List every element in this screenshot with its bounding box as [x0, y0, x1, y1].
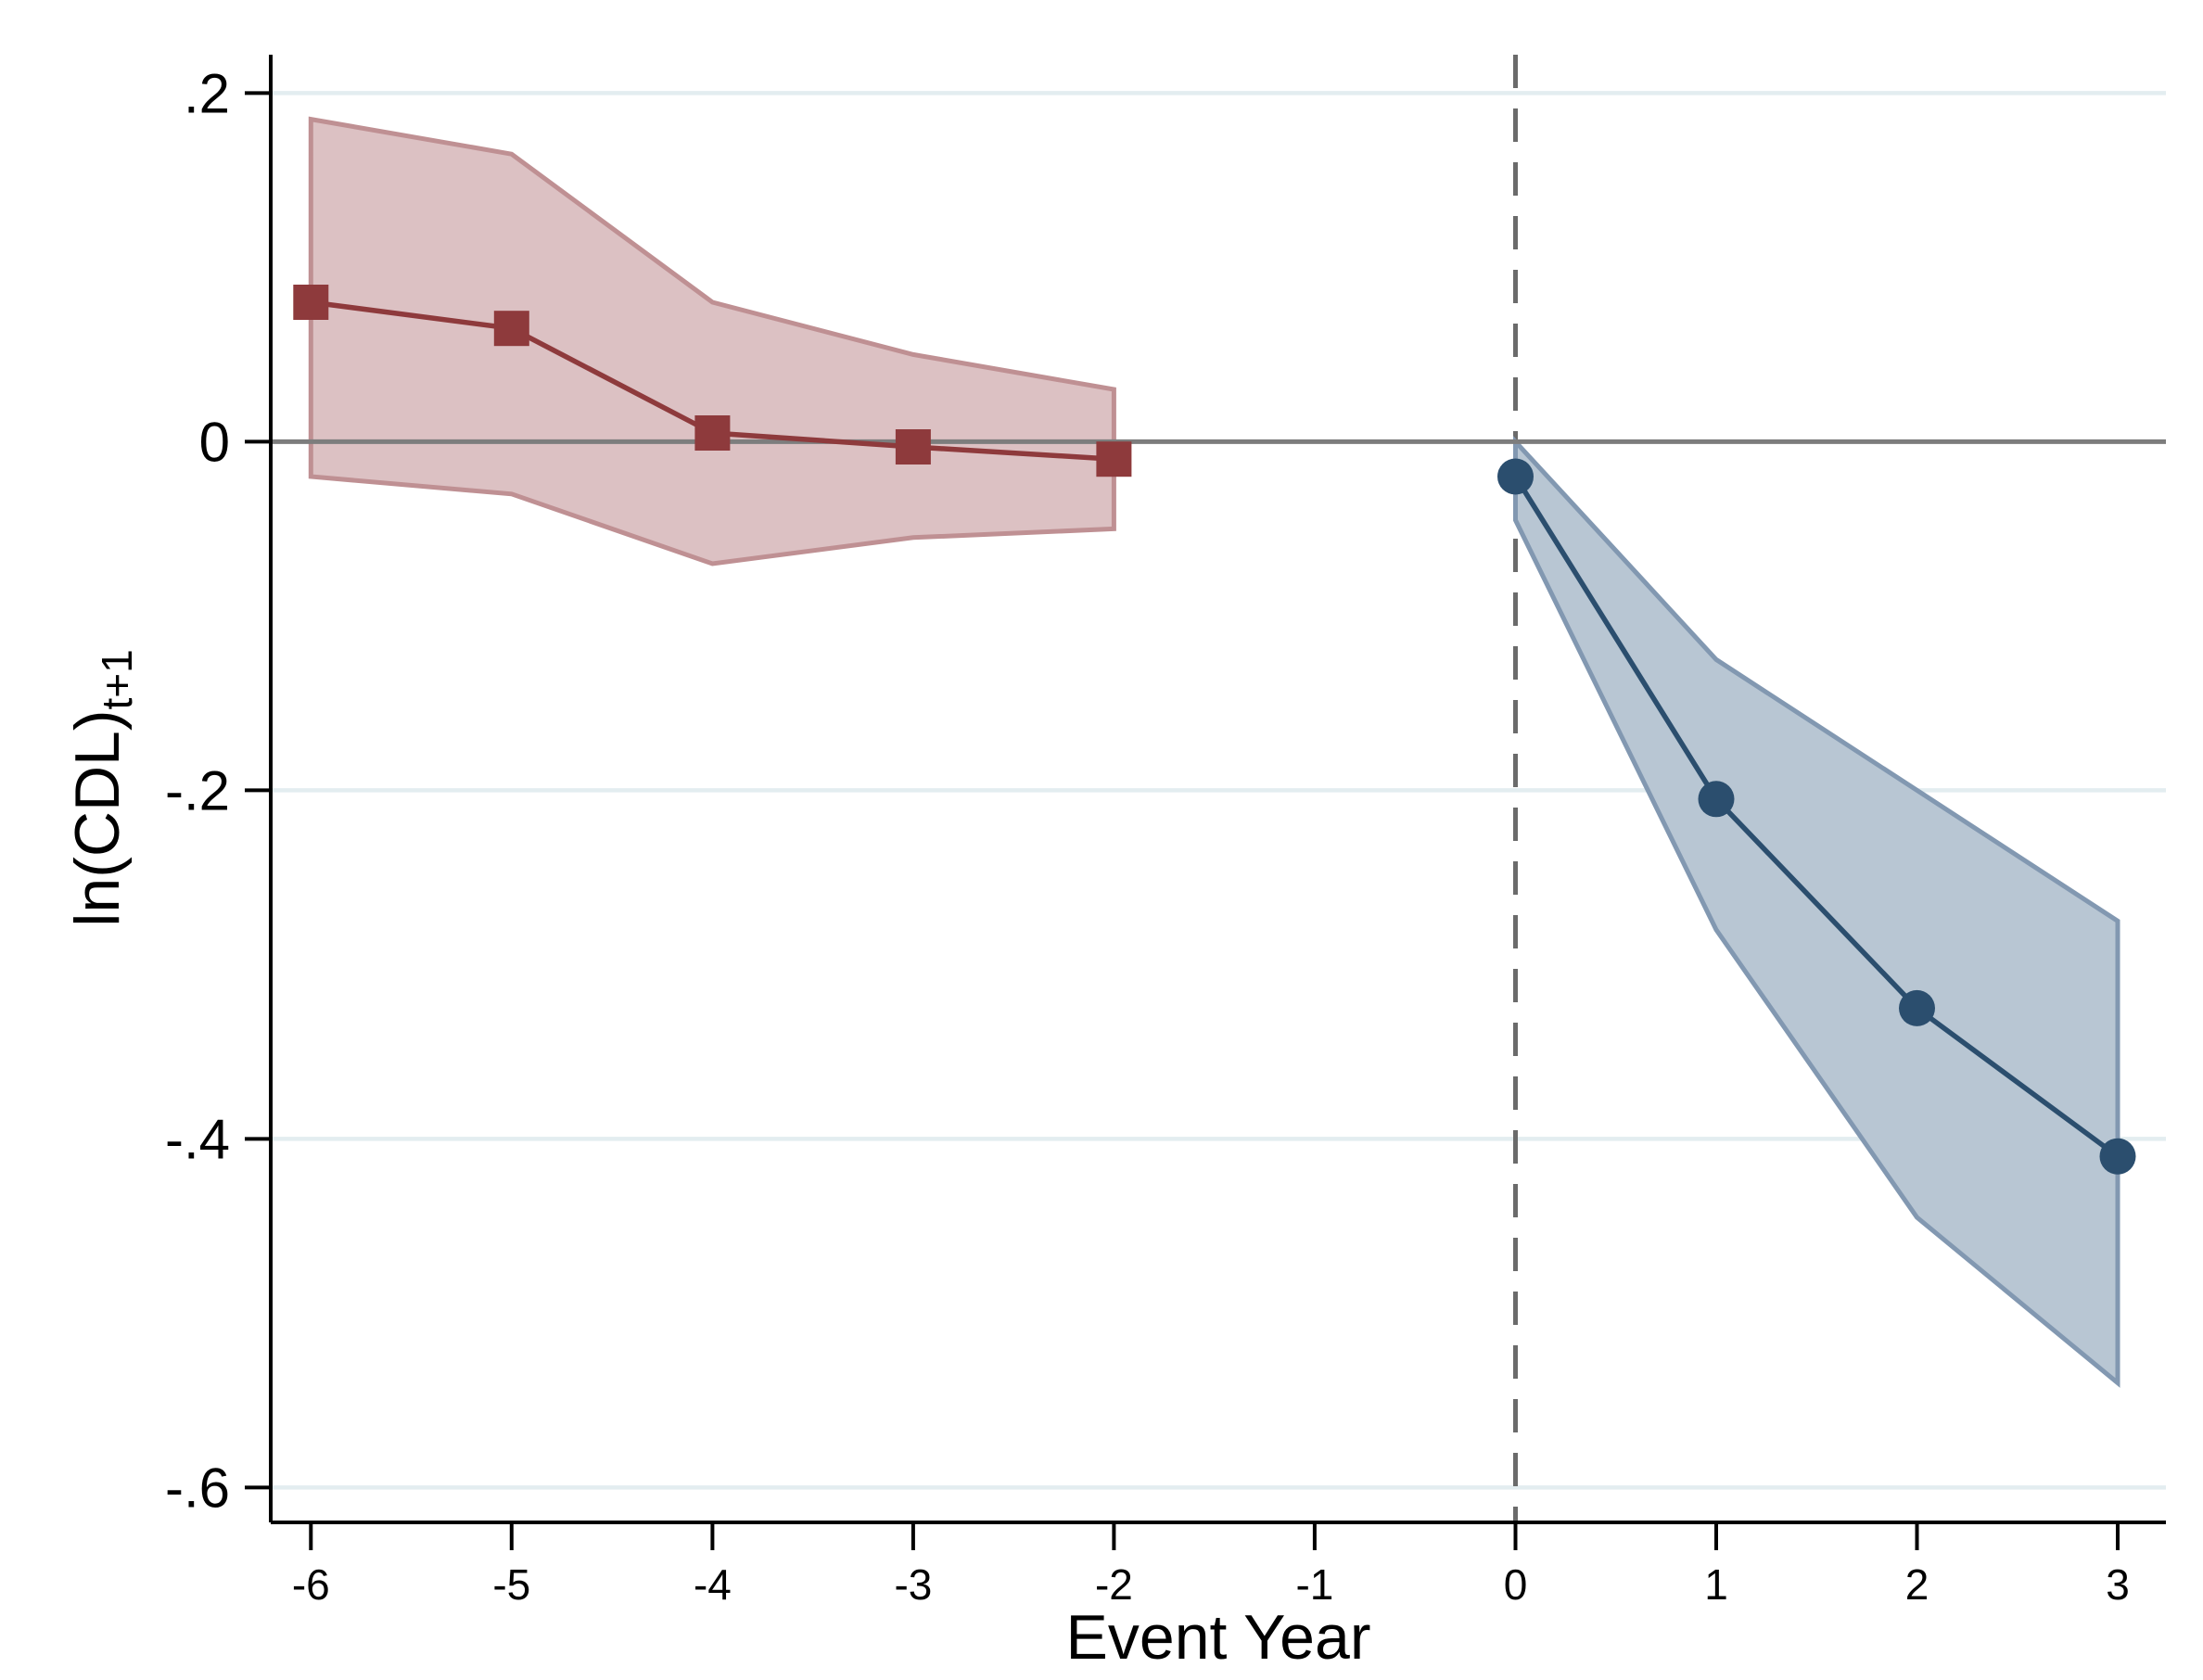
blue-circles-post-period-confidence-band [1513, 435, 2120, 1388]
x-tick-label: -5 [492, 1560, 530, 1609]
red-squares-pre-period-confidence-band [308, 116, 1116, 566]
y-axis-title-subscript: t+1 [93, 649, 141, 709]
red-squares-pre-period-marker [293, 285, 329, 320]
y-tick-label: -.2 [165, 759, 230, 821]
x-tick-label: 2 [1905, 1560, 1929, 1609]
y-tick-label: -.4 [165, 1108, 230, 1170]
blue-circles-post-period-marker [2099, 1138, 2136, 1175]
axes-group [245, 55, 2166, 1550]
y-tick-label: -.6 [165, 1457, 230, 1519]
series-group [293, 285, 2136, 1175]
blue-circles-post-period-marker [1899, 989, 1935, 1026]
red-squares-pre-period-marker [694, 415, 731, 451]
blue-circles-post-period-marker [1698, 781, 1735, 818]
x-tick-label: -3 [894, 1560, 932, 1609]
y-tick-label: 0 [199, 411, 230, 473]
y-axis-title: ln(CDL)t+1 [62, 649, 141, 926]
x-tick-label: 1 [1704, 1560, 1728, 1609]
blue-circles-post-period-marker [1497, 458, 1534, 495]
blue-circles-post-period-line [1513, 475, 2120, 1159]
red-squares-pre-period-marker [493, 311, 529, 347]
x-tick-label: -4 [694, 1560, 732, 1609]
x-tick-label: -6 [292, 1560, 330, 1609]
x-tick-label: -2 [1095, 1560, 1133, 1609]
red-squares-pre-period-marker [1096, 441, 1132, 477]
confidence-bands-group [308, 116, 2120, 1388]
tick-labels-group: .2 0 -.2 -.4 -.6 -6 -5 -4 -3 -2 -1 0 1 2 3 [165, 62, 2130, 1609]
x-tick-label: 3 [2106, 1560, 2130, 1609]
x-axis-title: Event Year [1066, 1602, 1371, 1673]
y-axis-title-main: ln(CDL) [62, 709, 133, 926]
x-tick-label: 0 [1504, 1560, 1528, 1609]
x-tick-label: -1 [1295, 1560, 1333, 1609]
red-squares-pre-period-marker [895, 429, 931, 465]
y-tick-label: .2 [184, 62, 230, 124]
